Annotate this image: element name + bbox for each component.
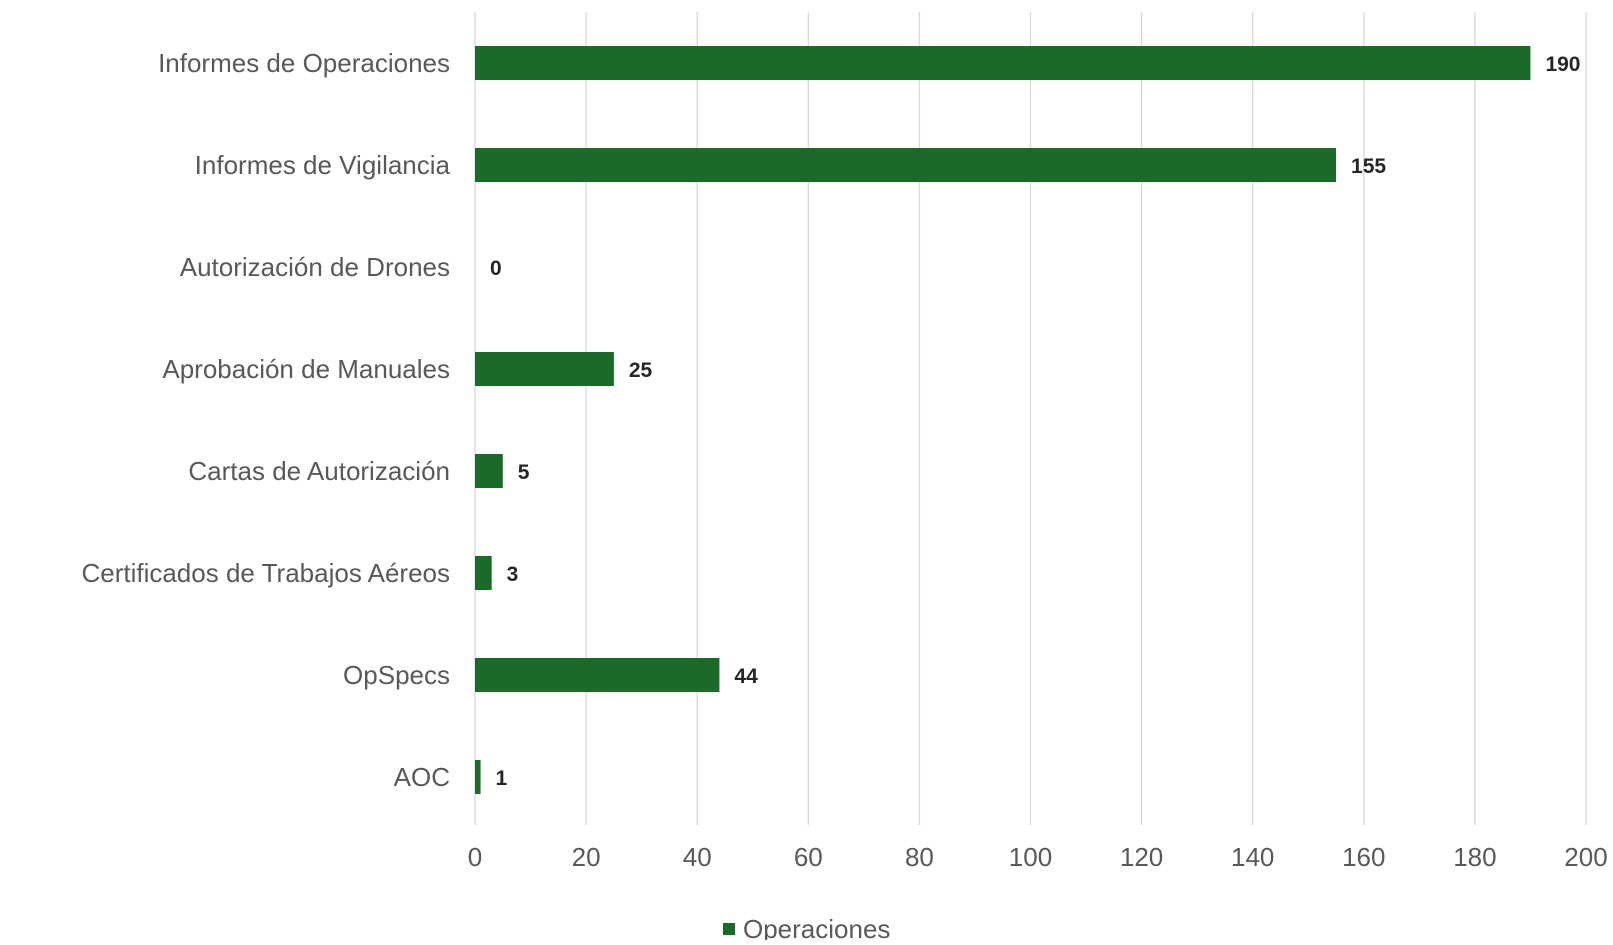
x-axis-tick-labels: 0 20 40 60 80 100 120 140 160 180 200 (468, 842, 1608, 872)
data-label: 3 (507, 563, 519, 586)
x-tick-label: 60 (794, 842, 823, 872)
x-tick-label: 80 (905, 842, 934, 872)
x-tick-label: 180 (1453, 842, 1496, 872)
x-tick-label: 140 (1231, 842, 1274, 872)
legend-swatch (723, 923, 735, 935)
data-label: 0 (490, 257, 502, 280)
bar (475, 760, 481, 794)
gridlines (474, 12, 1587, 825)
bar (475, 556, 492, 590)
category-label: Autorización de Drones (180, 252, 450, 282)
y-axis-category-labels: Informes de Operaciones Informes de Vigil… (81, 48, 450, 792)
category-label: AOC (394, 762, 450, 792)
data-label: 25 (629, 359, 653, 382)
bar (475, 352, 614, 386)
x-tick-label: 0 (468, 842, 482, 872)
data-label: 44 (734, 665, 758, 688)
x-tick-label: 160 (1342, 842, 1385, 872)
bars (475, 46, 1531, 794)
data-label: 190 (1545, 53, 1580, 76)
category-label: Informes de Operaciones (158, 48, 450, 78)
x-tick-label: 20 (572, 842, 601, 872)
x-tick-label: 120 (1120, 842, 1163, 872)
category-label: OpSpecs (343, 660, 450, 690)
x-tick-label: 100 (1009, 842, 1052, 872)
bar (475, 148, 1337, 182)
category-label: Certificados de Trabajos Aéreos (81, 558, 450, 588)
category-label: Aprobación de Manuales (162, 354, 450, 384)
x-tick-label: 200 (1564, 842, 1607, 872)
bar (475, 454, 503, 488)
x-tick-label: 40 (683, 842, 712, 872)
bar (475, 46, 1531, 80)
category-label: Informes de Vigilancia (195, 150, 451, 180)
data-label: 1 (496, 767, 508, 790)
bar (475, 658, 720, 692)
data-labels: 190 155 0 25 5 3 44 1 (490, 53, 1580, 790)
category-label: Cartas de Autorización (188, 456, 450, 486)
data-label: 155 (1351, 155, 1386, 178)
data-label: 5 (518, 461, 530, 484)
legend: Operaciones (723, 914, 890, 944)
legend-label: Operaciones (743, 914, 890, 940)
